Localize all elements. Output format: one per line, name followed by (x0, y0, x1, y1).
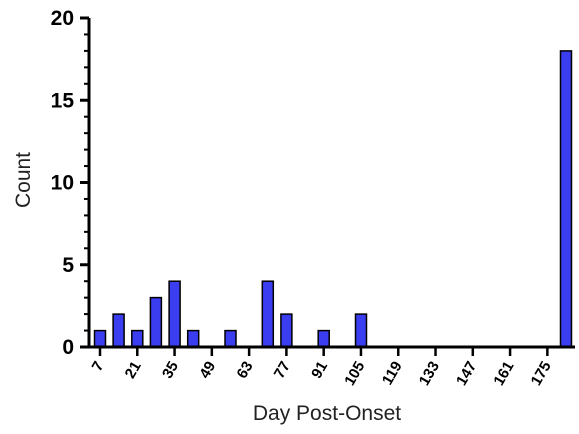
y-tick-label-0: 0 (62, 336, 74, 359)
bars-group (93, 50, 573, 348)
bar-day-28 (149, 296, 163, 348)
y-axis: 0 5 10 15 20 (51, 7, 91, 359)
bar-day-14 (112, 313, 125, 348)
bar-day-77 (280, 313, 293, 348)
y-axis-title: Count (12, 152, 35, 208)
bar-day-70 (261, 280, 275, 348)
y-tick-label-15: 15 (51, 89, 75, 112)
bar-day-35 (168, 280, 181, 348)
x-tick-label-21: 21 (122, 359, 145, 382)
x-axis: 7 21 35 49 63 77 91 105 119 133 147 161 175 (88, 345, 575, 389)
bar-day-42 (186, 329, 200, 348)
x-tick-label-161: 161 (490, 359, 517, 389)
x-tick-label-105: 105 (341, 359, 368, 389)
x-axis-title: Day Post-Onset (253, 402, 401, 425)
x-tick-label-147: 147 (453, 359, 480, 389)
bar-day-21 (131, 329, 144, 348)
x-tick-label-77: 77 (271, 359, 294, 382)
x-tick-label-49: 49 (196, 359, 219, 382)
y-tick-label-5: 5 (62, 254, 74, 277)
bar-day-182 (559, 50, 573, 348)
bar-day-56 (224, 329, 237, 348)
x-tick-label-63: 63 (234, 359, 257, 382)
x-tick-label-35: 35 (159, 359, 182, 382)
y-tick-label-10: 10 (51, 172, 74, 195)
x-tick-label-91: 91 (308, 359, 331, 382)
bar-day-105 (354, 313, 368, 348)
x-tick-label-119: 119 (379, 359, 406, 388)
x-tick-label-175: 175 (528, 359, 555, 389)
bar-day-91 (317, 329, 330, 348)
bar-day-7 (93, 329, 107, 348)
y-tick-label-20: 20 (51, 7, 74, 30)
x-tick-label-133: 133 (416, 359, 443, 389)
x-tick-label-7: 7 (89, 359, 108, 375)
